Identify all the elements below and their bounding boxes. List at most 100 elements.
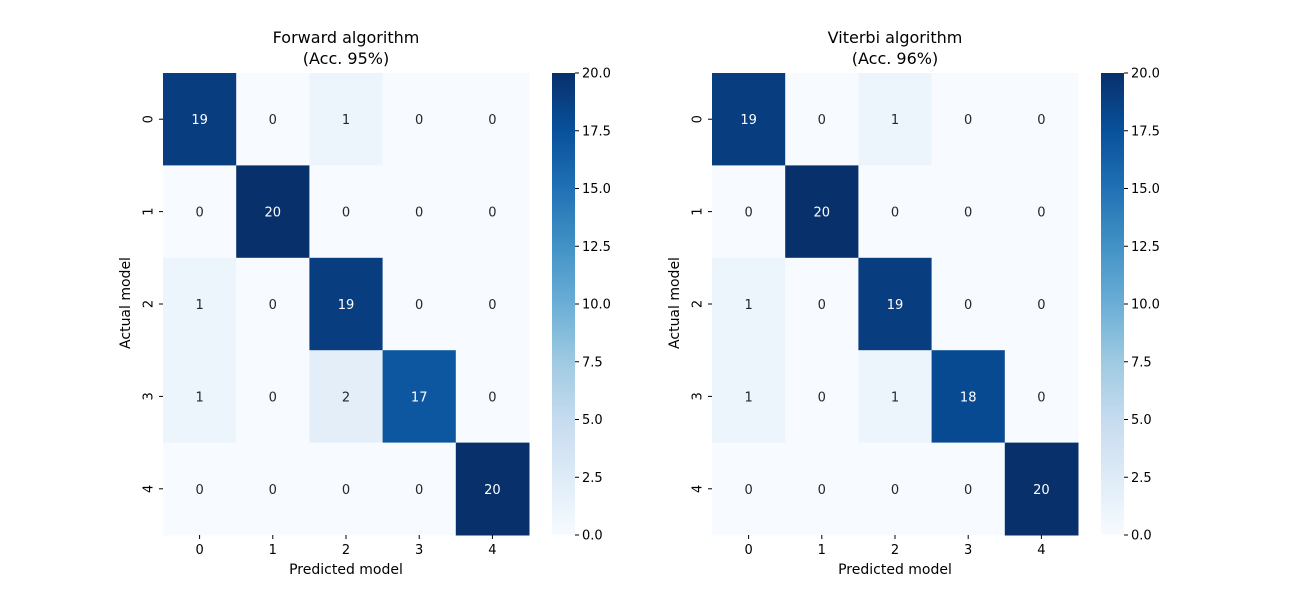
cell-value-label-r2-c1: 0 — [269, 298, 277, 313]
heatmap-cell-r2-c3 — [931, 257, 1006, 351]
heatmap-cell-r4-c0 — [163, 442, 237, 536]
heatmap-cell-r3-c0 — [712, 350, 786, 444]
colorbar: 0.0 2.5 5.0 7.5 10.0 12.5 15.0 17.5 20.0 — [552, 67, 611, 544]
heatmap-cell-r2-c1 — [785, 257, 859, 351]
heatmap-cell-r1-c3 — [931, 165, 1006, 259]
colorbar-tick-label-10.0: 10.0 — [582, 298, 611, 313]
x-axis-ticks: 0 1 2 3 4 — [744, 535, 1046, 558]
colorbar-tick-label-7.5: 7.5 — [582, 355, 603, 370]
y-axis-label: Actual model — [118, 257, 134, 349]
x-tick-label-4: 4 — [1037, 543, 1045, 558]
colorbar-ticks: 0.0 2.5 5.0 7.5 10.0 12.5 15.0 17.5 20.0 — [575, 67, 611, 544]
cell-value-label-r0-c4: 0 — [1037, 113, 1045, 128]
cell-value-label-r4-c0: 0 — [195, 483, 203, 498]
heatmap-cell-r0-c4 — [1004, 73, 1079, 166]
heatmap-cell-r1-c1 — [236, 165, 310, 259]
heatmap-cell-r4-c0 — [712, 442, 786, 536]
heatmap-cell-r3-c2 — [309, 350, 384, 444]
x-axis-ticks: 0 1 2 3 4 — [195, 535, 497, 558]
y-tick-label-0: 0 — [142, 115, 157, 123]
colorbar-tick-label-20.0: 20.0 — [582, 67, 611, 82]
x-tick-label-1: 1 — [269, 543, 277, 558]
cell-value-label-r4-c2: 0 — [342, 483, 350, 498]
cell-value-label-r1-c2: 0 — [342, 206, 350, 221]
y-tick-label-0: 0 — [691, 115, 706, 123]
y-tick-label-3: 3 — [691, 392, 706, 400]
colorbar-tick-label-15.0: 15.0 — [1131, 182, 1160, 197]
heatmap-cell-r1-c0 — [712, 165, 786, 259]
heatmap-cell-r4-c4 — [1004, 442, 1079, 536]
cell-value-label-r2-c3: 0 — [415, 298, 423, 313]
cell-value-label-r1-c2: 0 — [891, 206, 899, 221]
x-axis-label: Predicted model — [838, 562, 952, 578]
cell-value-label-r4-c3: 0 — [415, 483, 423, 498]
cell-value-label-r2-c0: 1 — [195, 298, 203, 313]
heatmap-cell-r1-c2 — [309, 165, 384, 259]
cell-value-label-r0-c1: 0 — [818, 113, 826, 128]
heatmap-cell-r1-c3 — [382, 165, 457, 259]
x-tick-label-4: 4 — [488, 543, 496, 558]
chart-subtitle: (Acc. 95%) — [303, 49, 389, 68]
heatmap-cell-r4-c3 — [931, 442, 1006, 536]
cell-value-label-r3-c1: 0 — [818, 390, 826, 405]
heatmap-cell-r1-c2 — [858, 165, 933, 259]
y-tick-label-1: 1 — [142, 207, 157, 215]
colorbar-tick-label-10.0: 10.0 — [1131, 298, 1160, 313]
y-tick-label-3: 3 — [142, 392, 157, 400]
heatmap-cell-r0-c0 — [163, 73, 237, 166]
cell-value-label-r3-c2: 1 — [891, 390, 899, 405]
cell-value-label-r2-c1: 0 — [818, 298, 826, 313]
heatmap-cell-r2-c1 — [236, 257, 310, 351]
heatmap-cell-r2-c4 — [455, 257, 530, 351]
y-tick-label-2: 2 — [142, 300, 157, 308]
y-tick-label-2: 2 — [691, 300, 706, 308]
heatmap-cell-r2-c2 — [309, 257, 384, 351]
heatmap-cell-r0-c2 — [858, 73, 933, 166]
cell-value-label-r4-c4: 20 — [1033, 483, 1050, 498]
cell-value-label-r4-c3: 0 — [964, 483, 972, 498]
cell-value-label-r2-c4: 0 — [488, 298, 496, 313]
heatmap-cell-r3-c2 — [858, 350, 933, 444]
cell-value-label-r4-c1: 0 — [818, 483, 826, 498]
cell-value-label-r2-c2: 19 — [887, 298, 904, 313]
heatmap-cell-r0-c3 — [931, 73, 1006, 166]
cell-value-label-r1-c3: 0 — [415, 206, 423, 221]
cell-value-label-r2-c2: 19 — [338, 298, 355, 313]
x-tick-label-0: 0 — [195, 543, 203, 558]
heatmap-cell-r3-c4 — [455, 350, 530, 444]
cell-value-label-r3-c3: 18 — [960, 390, 977, 405]
cell-value-label-r0-c3: 0 — [415, 113, 423, 128]
x-tick-label-2: 2 — [891, 543, 899, 558]
y-axis-ticks: 0 1 2 3 4 — [691, 115, 712, 493]
heatmap-cell-r2-c4 — [1004, 257, 1079, 351]
cell-value-label-r3-c0: 1 — [195, 390, 203, 405]
colorbar-tick-label-17.5: 17.5 — [582, 124, 611, 139]
cell-value-label-r2-c0: 1 — [744, 298, 752, 313]
y-tick-label-1: 1 — [691, 207, 706, 215]
x-tick-label-0: 0 — [744, 543, 752, 558]
x-tick-label-3: 3 — [964, 543, 972, 558]
colorbar-tick-label-2.5: 2.5 — [582, 471, 603, 486]
cell-value-label-r0-c0: 19 — [191, 113, 208, 128]
heatmap-panel-viterbi: Viterbi algorithm (Acc. 96%) 19 0 1 0 00 20 0 0… — [667, 28, 1160, 578]
colorbar-tick-label-20.0: 20.0 — [1131, 67, 1160, 82]
heatmap-cell-r0-c3 — [382, 73, 457, 166]
heatmap-cell-r0-c1 — [236, 73, 310, 166]
heatmap-cell-r4-c4 — [455, 442, 530, 536]
heatmap-cell-r4-c1 — [785, 442, 859, 536]
cell-value-label-r0-c4: 0 — [488, 113, 496, 128]
heatmap-cell-r0-c0 — [712, 73, 786, 166]
colorbar-tick-label-0.0: 0.0 — [1131, 529, 1152, 544]
cell-value-label-r4-c1: 0 — [269, 483, 277, 498]
cell-value-label-r0-c3: 0 — [964, 113, 972, 128]
colorbar-tick-label-7.5: 7.5 — [1131, 355, 1152, 370]
colorbar-tick-label-15.0: 15.0 — [582, 182, 611, 197]
chart-title: Viterbi algorithm — [828, 28, 963, 47]
cell-value-label-r1-c1: 20 — [814, 206, 831, 221]
heatmap-cell-r0-c1 — [785, 73, 859, 166]
cell-value-label-r1-c3: 0 — [964, 206, 972, 221]
y-axis-ticks: 0 1 2 3 4 — [142, 115, 163, 493]
heatmap-cell-r4-c3 — [382, 442, 457, 536]
colorbar-tick-label-12.5: 12.5 — [582, 240, 611, 255]
